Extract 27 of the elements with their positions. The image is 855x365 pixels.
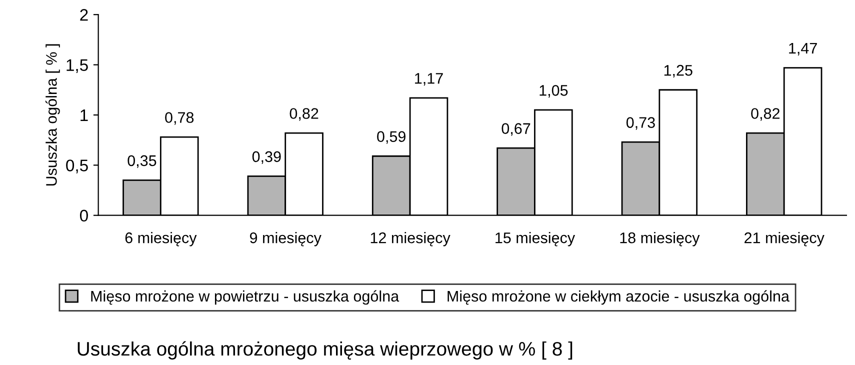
data-label: 0,78 (165, 112, 194, 125)
y-axis-title: Ususzka ogólna [ % ] (45, 44, 60, 186)
data-label: 0,35 (128, 155, 156, 168)
data-label: 0,59 (377, 131, 406, 144)
y-tick-label: 0,5 (66, 160, 88, 174)
y-tick-label: 0 (80, 210, 88, 222)
y-tick-label: 1,5 (66, 59, 88, 73)
data-label: 1,05 (540, 85, 568, 98)
data-label: 0,82 (290, 108, 318, 121)
x-tick-label: 12 miesięcy (370, 232, 450, 246)
data-label: 0,67 (502, 123, 530, 136)
legend-label: Mięso mrożone w ciekłym azocie - ususzka ogólna (448, 290, 790, 305)
data-label: 1,47 (789, 43, 817, 56)
x-tick-label: 21 miesięcy (744, 232, 824, 246)
x-tick-label: 9 miesięcy (250, 232, 322, 246)
data-label: 1,25 (664, 64, 692, 78)
data-label: 0,82 (751, 108, 780, 121)
data-label: 1,17 (415, 73, 443, 86)
text: Ususzka ogólna mrożonego mięsa wieprzowego w % [ 8 ] (78, 341, 572, 360)
legend-label: Mięso mrożone w powietrzu - ususzka ogólna (91, 290, 400, 305)
data-label: 0,73 (626, 117, 655, 130)
data-label: 0,39 (252, 151, 281, 164)
x-tick-label: 15 miesięcy (496, 232, 576, 246)
y-tick-label: 1 (80, 110, 88, 122)
x-tick-label: 6 miesięcy (125, 232, 197, 246)
y-tick-label: 2 (80, 9, 88, 21)
x-tick-label: 18 miesięcy (620, 232, 700, 246)
